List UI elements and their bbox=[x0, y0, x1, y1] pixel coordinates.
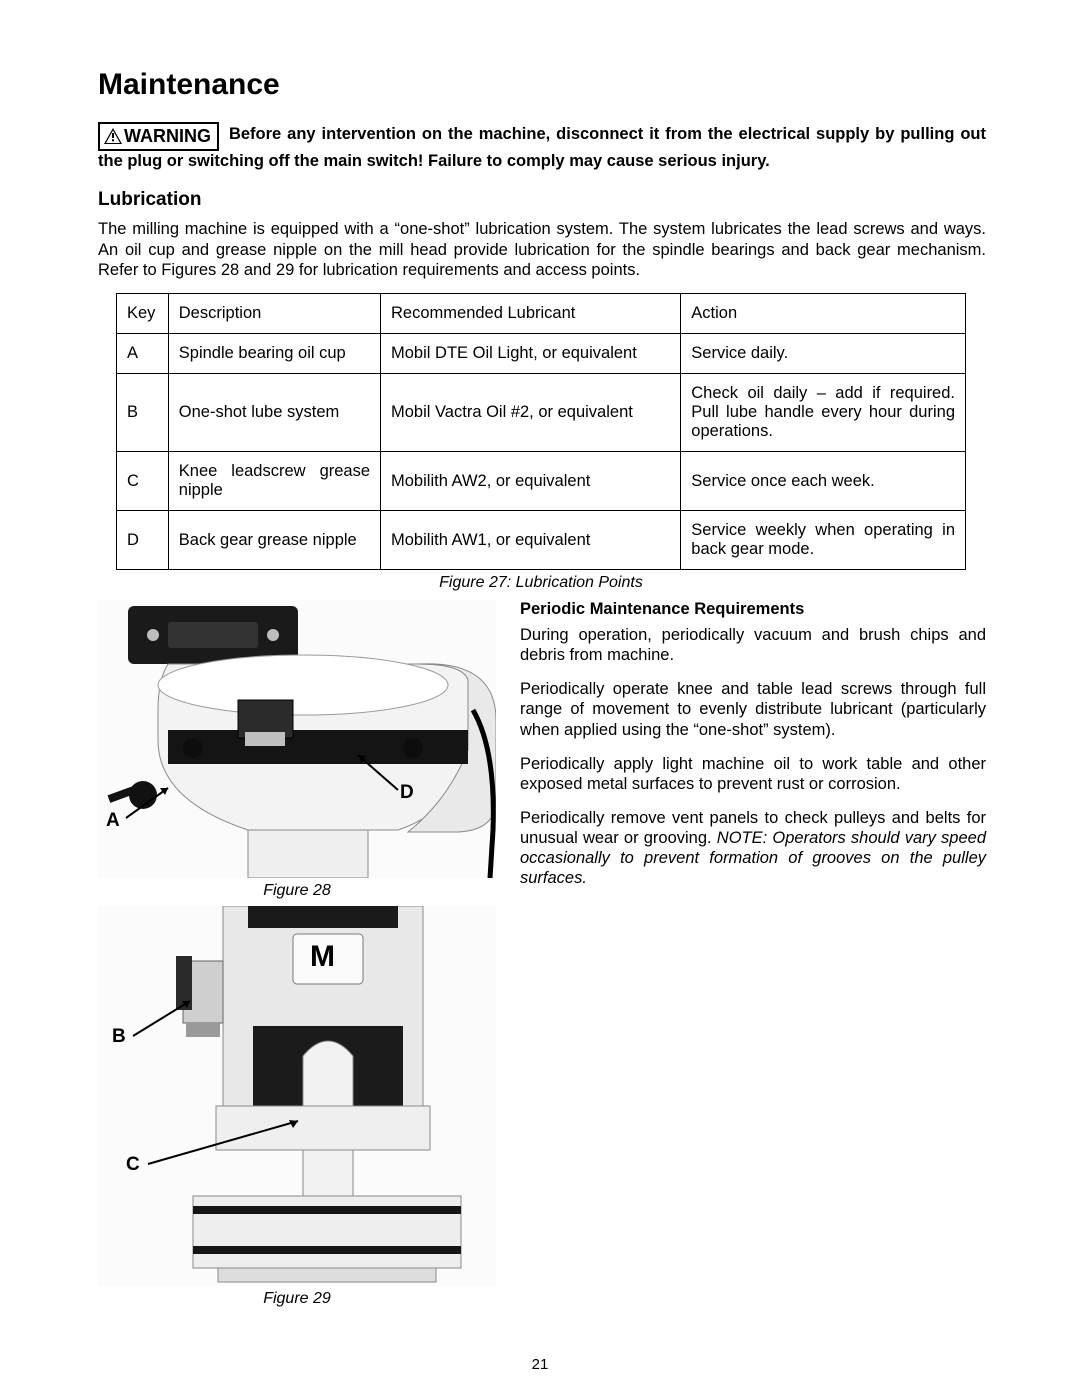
warning-badge-text: WARNING bbox=[124, 126, 211, 146]
warning-paragraph: WARNING Before any intervention on the m… bbox=[98, 122, 986, 171]
cell-act: Check oil daily – add if required. Pull … bbox=[681, 374, 966, 452]
table-header-row: Key Description Recommended Lubricant Ac… bbox=[117, 294, 966, 334]
cell-act: Service weekly when operating in back ge… bbox=[681, 511, 966, 570]
page-title: Maintenance bbox=[98, 68, 986, 102]
col-key: Key bbox=[117, 294, 169, 334]
figure-27-caption: Figure 27: Lubrication Points bbox=[116, 574, 966, 592]
col-act: Action bbox=[681, 294, 966, 334]
cell-key: D bbox=[117, 511, 169, 570]
lubrication-table: Key Description Recommended Lubricant Ac… bbox=[116, 293, 966, 570]
cell-desc: Back gear grease nipple bbox=[168, 511, 380, 570]
cell-desc: Spindle bearing oil cup bbox=[168, 334, 380, 374]
cell-key: B bbox=[117, 374, 169, 452]
col-desc: Description bbox=[168, 294, 380, 334]
cell-rec: Mobilith AW1, or equivalent bbox=[381, 511, 681, 570]
cell-act: Service daily. bbox=[681, 334, 966, 374]
column-base-illustration-icon bbox=[98, 906, 496, 1286]
periodic-p4: Periodically remove vent panels to check… bbox=[520, 808, 986, 889]
periodic-heading: Periodic Maintenance Requirements bbox=[520, 600, 986, 619]
callout-m: M bbox=[310, 940, 335, 974]
callout-a: A bbox=[106, 810, 120, 832]
periodic-p2: Periodically operate knee and table lead… bbox=[520, 679, 986, 739]
warning-badge: WARNING bbox=[98, 122, 219, 151]
table-row: A Spindle bearing oil cup Mobil DTE Oil … bbox=[117, 334, 966, 374]
page-number: 21 bbox=[0, 1356, 1080, 1373]
cell-rec: Mobilith AW2, or equivalent bbox=[381, 452, 681, 511]
cell-desc: Knee leadscrew grease nipple bbox=[168, 452, 380, 511]
cell-desc: One-shot lube system bbox=[168, 374, 380, 452]
figure-28-image: A D bbox=[98, 600, 496, 878]
periodic-p1: During operation, periodically vacuum an… bbox=[520, 625, 986, 665]
cell-key: C bbox=[117, 452, 169, 511]
warning-triangle-icon bbox=[104, 128, 122, 144]
callout-c: C bbox=[126, 1154, 140, 1176]
callout-b: B bbox=[112, 1026, 126, 1048]
figure-28-caption: Figure 28 bbox=[98, 882, 496, 900]
cell-key: A bbox=[117, 334, 169, 374]
figure-29-image: M B C bbox=[98, 906, 496, 1286]
mill-head-illustration-icon bbox=[98, 600, 496, 878]
lubrication-paragraph: The milling machine is equipped with a “… bbox=[98, 219, 986, 281]
table-row: C Knee leadscrew grease nipple Mobilith … bbox=[117, 452, 966, 511]
lubrication-heading: Lubrication bbox=[98, 189, 986, 211]
figure-29-caption: Figure 29 bbox=[98, 1290, 496, 1308]
cell-rec: Mobil Vactra Oil #2, or equivalent bbox=[381, 374, 681, 452]
col-rec: Recommended Lubricant bbox=[381, 294, 681, 334]
cell-act: Service once each week. bbox=[681, 452, 966, 511]
table-row: D Back gear grease nipple Mobilith AW1, … bbox=[117, 511, 966, 570]
periodic-p3: Periodically apply light machine oil to … bbox=[520, 754, 986, 794]
callout-d: D bbox=[400, 782, 414, 804]
warning-text: Before any intervention on the machine, … bbox=[98, 125, 986, 170]
table-row: B One-shot lube system Mobil Vactra Oil … bbox=[117, 374, 966, 452]
cell-rec: Mobil DTE Oil Light, or equivalent bbox=[381, 334, 681, 374]
